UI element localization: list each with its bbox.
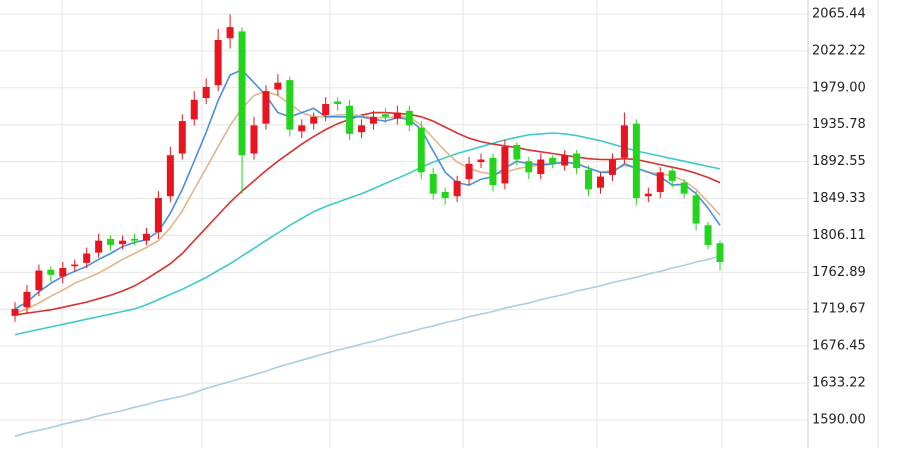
y-tick-label: 1719.67 xyxy=(812,302,866,317)
candle-body xyxy=(202,86,210,99)
candle-body xyxy=(369,116,377,124)
candle-body xyxy=(549,157,557,164)
candle-body xyxy=(585,169,593,190)
moving-average-line xyxy=(14,111,721,316)
candle-body xyxy=(274,82,282,90)
y-tick-label: 1633.22 xyxy=(812,376,866,391)
candle-body xyxy=(656,172,664,192)
candle-body xyxy=(130,238,138,241)
candle-body xyxy=(417,127,425,173)
y-tick-label: 1762.89 xyxy=(812,265,866,280)
candle-body xyxy=(334,101,342,105)
candle-body xyxy=(716,243,724,262)
candle-body xyxy=(119,240,127,245)
y-tick-label: 1979.00 xyxy=(812,80,866,95)
candle-body xyxy=(381,114,389,117)
candle-body xyxy=(107,238,115,245)
candle-body xyxy=(405,110,413,126)
candle-body xyxy=(71,264,79,267)
vertical-grid xyxy=(61,0,723,448)
candle-body xyxy=(47,269,55,275)
candle-body xyxy=(23,291,31,308)
candle-body xyxy=(35,270,43,291)
candle-body xyxy=(692,195,700,224)
candle-body xyxy=(429,174,437,194)
candle-body xyxy=(166,155,174,197)
candle-body xyxy=(620,125,628,158)
candle-body xyxy=(358,125,366,133)
candle-body xyxy=(238,31,246,156)
candle-body xyxy=(680,182,688,194)
candle-body xyxy=(95,240,103,253)
candle-body xyxy=(154,197,162,233)
candle-body xyxy=(608,159,616,175)
candle-body xyxy=(453,180,461,197)
candle-body xyxy=(142,233,150,241)
candle-body xyxy=(668,170,676,181)
candle-body xyxy=(525,161,533,173)
candle-body xyxy=(489,157,497,186)
moving-average-line xyxy=(14,68,721,310)
candle-body xyxy=(322,104,330,116)
candle-body xyxy=(226,27,234,39)
candle-body xyxy=(11,308,19,316)
candle-body xyxy=(346,105,354,134)
candle-body xyxy=(250,125,258,154)
candle-body xyxy=(178,121,186,154)
candle-body xyxy=(286,80,294,130)
y-tick-label: 1676.45 xyxy=(812,339,866,354)
candle-body xyxy=(190,99,198,120)
candle-body xyxy=(83,253,91,263)
candle-body xyxy=(477,159,485,163)
moving-average-line xyxy=(14,255,721,437)
candle-body xyxy=(59,267,67,277)
candle-body xyxy=(597,176,605,188)
candle-body xyxy=(262,91,270,124)
candle-body xyxy=(441,191,449,198)
candle-body xyxy=(310,116,318,124)
candle-body xyxy=(573,153,581,169)
candle-body xyxy=(298,125,306,132)
y-tick-label: 1935.78 xyxy=(812,117,866,132)
candle-body xyxy=(632,123,640,198)
candle-body xyxy=(644,193,652,197)
candle-body xyxy=(561,155,569,166)
y-tick-label: 1590.00 xyxy=(812,412,866,427)
candle-body xyxy=(214,39,222,86)
candle-body xyxy=(501,146,509,184)
candle-body xyxy=(393,112,401,119)
moving-average-line xyxy=(14,132,721,336)
candle-body xyxy=(465,163,473,180)
y-tick-label: 2022.22 xyxy=(812,43,866,58)
y-tick-label: 1849.33 xyxy=(812,191,866,206)
candle-body xyxy=(704,225,712,245)
y-tick-label: 1806.11 xyxy=(812,228,866,243)
y-tick-label: 1892.55 xyxy=(812,154,866,169)
y-tick-label: 2065.44 xyxy=(812,6,866,21)
candle-body xyxy=(513,145,521,160)
candle-body xyxy=(537,159,545,175)
